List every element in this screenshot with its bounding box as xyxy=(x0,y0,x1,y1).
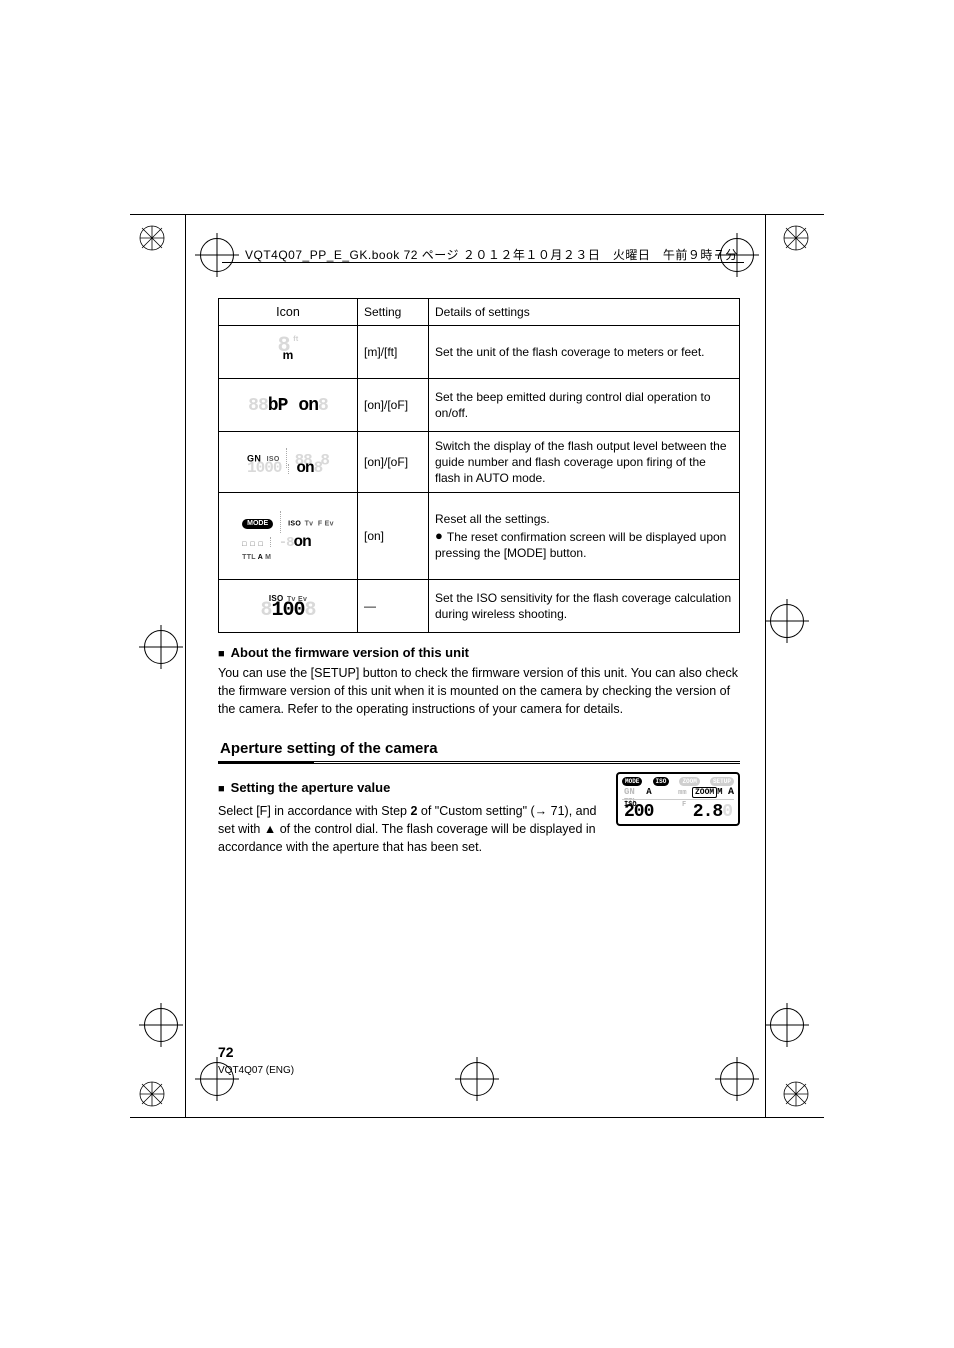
setting-detail: Set the unit of the flash coverage to me… xyxy=(429,326,740,379)
registration-mark-icon xyxy=(720,1062,754,1096)
crop-line-bottom xyxy=(130,1117,824,1118)
page-content: Icon Setting Details of settings 8 ft m xyxy=(218,298,740,860)
crop-line-top xyxy=(130,214,824,215)
setting-value: [on] xyxy=(358,493,429,580)
setting-detail: Reset all the settings. ●The reset confi… xyxy=(429,493,740,580)
lcd-pill: MODE xyxy=(622,777,642,786)
setting-value: [on]/[oF] xyxy=(358,379,429,432)
lcd-preview: MODE ISO ZOOM SETUP GN A mm ZOOMM A TT xyxy=(616,772,740,826)
lcd-divider xyxy=(622,799,734,800)
lcd-pill: ISO xyxy=(653,777,670,786)
registration-fan-icon xyxy=(138,1080,166,1108)
col-details: Details of settings xyxy=(429,299,740,326)
setting-detail-line: The reset confirmation screen will be di… xyxy=(435,530,726,560)
firmware-body: You can use the [SETUP] button to check … xyxy=(218,664,740,718)
table-row: MODE ISO Tv F Ev □ □ □ -8on xyxy=(219,493,740,580)
settings-table: Icon Setting Details of settings 8 ft m xyxy=(218,298,740,633)
aperture-text-column: ■Setting the aperture value Select [F] i… xyxy=(218,772,602,860)
aperture-title: Aperture setting of the camera xyxy=(218,736,740,761)
page-root: VQT4Q07_PP_E_GK.book 72 ページ ２０１２年１０月２３日 … xyxy=(0,0,954,1348)
lcd-pill: SETUP xyxy=(710,777,734,786)
registration-mark-icon xyxy=(200,238,234,272)
registration-mark-icon xyxy=(770,1008,804,1042)
icon-beep: 88bP on8 xyxy=(219,379,358,432)
setting-detail: Switch the display of the flash output l… xyxy=(429,432,740,493)
doc-code: VQT4Q07 (ENG) xyxy=(218,1065,294,1076)
lcd-pill: ZOOM xyxy=(679,777,699,786)
build-header: VQT4Q07_PP_E_GK.book 72 ページ ２０１２年１０月２３日 … xyxy=(245,246,738,263)
setting-value: [on]/[oF] xyxy=(358,432,429,493)
crop-line-right xyxy=(765,214,766,1118)
icon-gn: GN ISO 88 8 1000 on8 xyxy=(219,432,358,493)
col-setting: Setting xyxy=(358,299,429,326)
registration-mark-icon xyxy=(770,604,804,638)
table-row: 8 ft m [m]/[ft] Set the unit of the flas… xyxy=(219,326,740,379)
registration-mark-icon xyxy=(460,1062,494,1096)
icon-iso: ISO Tv Ev 81008 xyxy=(219,580,358,633)
table-row: 88bP on8 [on]/[oF] Set the beep emitted … xyxy=(219,379,740,432)
icon-reset: MODE ISO Tv F Ev □ □ □ -8on xyxy=(219,493,358,580)
setting-value: — xyxy=(358,580,429,633)
lcd-seg-right: 2.8 xyxy=(693,802,722,822)
lcd-seg-left: 200 xyxy=(624,802,653,822)
table-row: ISO Tv Ev 81008 — Set the ISO sensitivit… xyxy=(219,580,740,633)
setting-detail: Set the beep emitted during control dial… xyxy=(429,379,740,432)
setting-value: [m]/[ft] xyxy=(358,326,429,379)
col-icon: Icon xyxy=(219,299,358,326)
header-rule xyxy=(222,262,744,263)
page-number: 72 xyxy=(218,1044,234,1060)
registration-fan-icon xyxy=(138,224,166,252)
registration-mark-icon xyxy=(144,630,178,664)
registration-mark-icon xyxy=(144,1008,178,1042)
table-header-row: Icon Setting Details of settings xyxy=(219,299,740,326)
icon-distance-unit: 8 ft m xyxy=(219,326,358,379)
registration-fan-icon xyxy=(782,224,810,252)
aperture-body: Select [F] in accordance with Step 2 of … xyxy=(218,802,602,856)
crop-line-left xyxy=(185,214,186,1118)
setting-detail-line: Reset all the settings. xyxy=(435,511,733,527)
aperture-title-underline xyxy=(218,761,740,764)
setting-detail: Set the ISO sensitivity for the flash co… xyxy=(429,580,740,633)
lcd-pill-row: MODE ISO ZOOM SETUP xyxy=(622,777,734,786)
table-row: GN ISO 88 8 1000 on8 [o xyxy=(219,432,740,493)
registration-fan-icon xyxy=(782,1080,810,1108)
square-bullet-icon: ■ xyxy=(218,783,225,795)
square-bullet-icon: ■ xyxy=(218,648,225,660)
firmware-heading: ■About the firmware version of this unit xyxy=(218,645,740,660)
lcd-row2: 200 2.80 xyxy=(624,802,732,822)
